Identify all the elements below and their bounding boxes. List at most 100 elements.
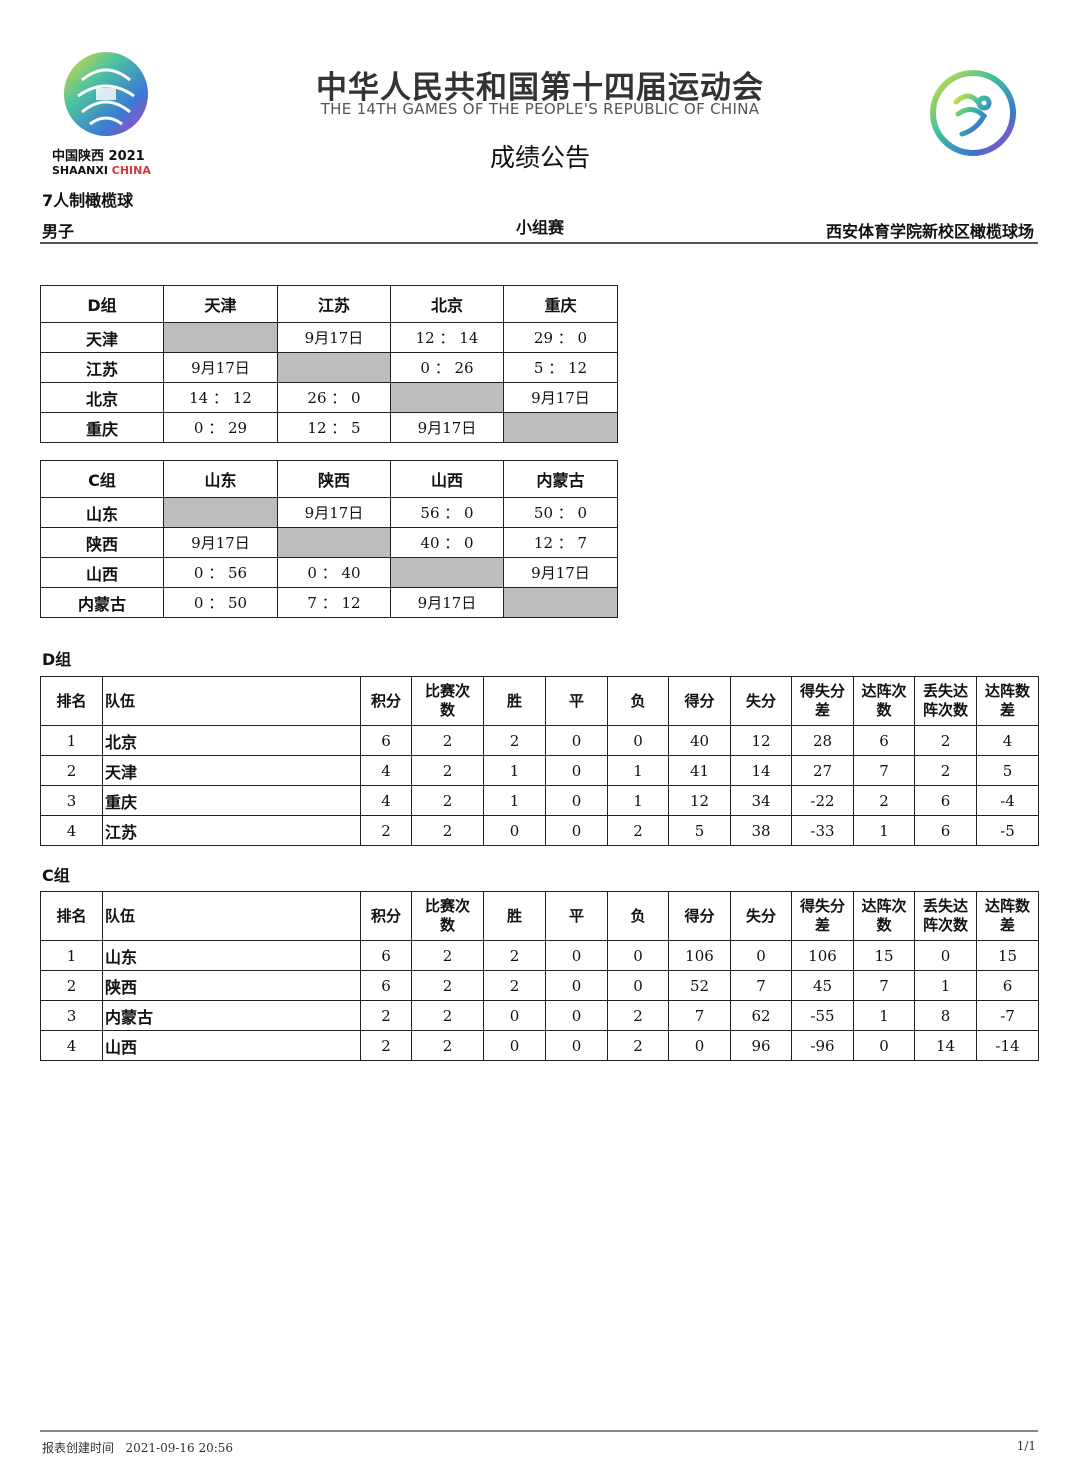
standings-header-cell: 丢失达阵次数 — [914, 891, 977, 941]
created-label: 报表创建时间 — [42, 1441, 115, 1455]
stat-cell: 6 — [360, 940, 412, 971]
stat-cell: 1 — [607, 755, 669, 786]
matrix-team-cell: 重庆 — [40, 412, 164, 443]
stat-cell: 6 — [914, 785, 977, 816]
stat-cell: -55 — [791, 1000, 854, 1031]
matrix-row: 北京 14 ： 12 26 ： 0 9月17日 — [40, 382, 618, 413]
standings-header-cell: 比赛次数 — [411, 891, 484, 941]
phase-label: 小组赛 — [515, 218, 564, 237]
matrix-result-cell: 26 ： 0 — [277, 382, 391, 413]
stat-cell: 0 — [545, 785, 608, 816]
stat-cell: 0 — [483, 1030, 546, 1061]
matrix-result-cell: 0 ： 40 — [277, 557, 391, 588]
stat-cell: 38 — [730, 815, 792, 846]
stat-cell: 4 — [360, 785, 412, 816]
rugby-pictogram-logo — [928, 68, 1018, 158]
footer-divider — [40, 1430, 1038, 1432]
stat-cell: -4 — [976, 785, 1039, 816]
stat-cell: 6 — [360, 970, 412, 1001]
standings-header-cell: 达阵数差 — [976, 891, 1039, 941]
stat-cell: 6 — [976, 970, 1039, 1001]
gender-label: 男子 — [42, 222, 75, 241]
stat-cell: 6 — [914, 815, 977, 846]
matrix-result-cell: 5 ： 12 — [503, 352, 618, 383]
rank-cell: 1 — [40, 725, 103, 756]
standings-header-cell: 达阵次数 — [853, 676, 915, 726]
team-name-cell: 重庆 — [102, 785, 361, 816]
matrix-result-cell: 9月17日 — [390, 587, 504, 618]
stat-cell: 0 — [545, 1000, 608, 1031]
stat-cell: 1 — [853, 815, 915, 846]
stat-cell: 1 — [483, 755, 546, 786]
standings-header-cell: 排名 — [40, 676, 103, 726]
stat-cell: 2 — [483, 725, 546, 756]
venue-label: 西安体育学院新校区橄榄球场 — [825, 222, 1034, 241]
matrix-result-cell: 0 ： 26 — [390, 352, 504, 383]
stat-cell: 0 — [545, 970, 608, 1001]
standings-header-cell: 队伍 — [102, 891, 361, 941]
matrix-result-cell: 9月17日 — [390, 412, 504, 443]
stat-cell: -96 — [791, 1030, 854, 1061]
stat-cell: -22 — [791, 785, 854, 816]
stat-cell: 0 — [853, 1030, 915, 1061]
matrix-team-cell: 江苏 — [40, 352, 164, 383]
emblem-caption: 中国陕西 2021 SHAANXI CHINA — [52, 150, 151, 178]
stat-cell: 8 — [914, 1000, 977, 1031]
matrix-row: 内蒙古 0 ： 50 7 ： 12 9月17日 — [40, 587, 618, 618]
matrix-result-cell: 56 ： 0 — [390, 497, 504, 528]
report-created: 报表创建时间 2021-09-16 20:56 — [42, 1439, 233, 1456]
standings-header-cell: 队伍 — [102, 676, 361, 726]
matrix-result-cell: 7 ： 12 — [277, 587, 391, 618]
stat-cell: 0 — [545, 725, 608, 756]
standings-header-row: 排名 队伍 积分 比赛次数胜平负得分 失分 得失分差 达阵次数 丢失达阵次数 达阵数差 — [40, 891, 1039, 941]
stat-cell: 15 — [976, 940, 1039, 971]
stat-cell: 2 — [360, 1030, 412, 1061]
stat-cell: 14 — [914, 1030, 977, 1061]
stat-cell: 0 — [545, 755, 608, 786]
standings-header-cell: 失分 — [730, 676, 792, 726]
stat-cell: 0 — [483, 1000, 546, 1031]
stat-cell: 0 — [607, 940, 669, 971]
group-d-heading: D组 — [42, 650, 72, 669]
stat-cell: 28 — [791, 725, 854, 756]
matrix-self-cell — [277, 352, 391, 383]
matrix-row: 陕西 9月17日 40 ： 0 12 ： 7 — [40, 527, 618, 558]
stat-cell: 2 — [914, 755, 977, 786]
stat-cell: 0 — [668, 1030, 731, 1061]
matrix-result-cell: 12 ： 14 — [390, 322, 504, 353]
team-name-cell: 江苏 — [102, 815, 361, 846]
matrix-result-cell: 14 ： 12 — [163, 382, 278, 413]
matrix-result-cell: 12 ： 7 — [503, 527, 618, 558]
standings-header-cell: 负 — [607, 676, 669, 726]
standings-header-cell: 平 — [545, 891, 608, 941]
matrix-header-cell: C组 — [40, 460, 164, 498]
stat-cell: 0 — [545, 940, 608, 971]
matrix-result-cell: 9月17日 — [277, 497, 391, 528]
matrix-result-cell: 9月17日 — [503, 382, 618, 413]
stat-cell: 1 — [607, 785, 669, 816]
stat-cell: 40 — [668, 725, 731, 756]
rank-cell: 4 — [40, 1030, 103, 1061]
standings-row: 3 内蒙古 2 2 0 0 2 7 62 -55 1 8 -7 — [40, 1000, 1039, 1031]
sport-label: 7人制橄榄球 — [42, 191, 134, 210]
standings-header-cell: 积分 — [360, 676, 412, 726]
standings-header-cell: 得分 — [668, 676, 731, 726]
created-time: 2021-09-16 20:56 — [125, 1441, 234, 1455]
matrix-row: 天津 9月17日 12 ： 14 29 ： 0 — [40, 322, 618, 353]
rank-cell: 1 — [40, 940, 103, 971]
matrix-self-cell — [163, 322, 278, 353]
stat-cell: 1 — [914, 970, 977, 1001]
standings-header-cell: 得分 — [668, 891, 731, 941]
stat-cell: 4 — [976, 725, 1039, 756]
standings-header-cell: 失分 — [730, 891, 792, 941]
matrix-team-cell: 北京 — [40, 382, 164, 413]
matrix-team-cell: 内蒙古 — [40, 587, 164, 618]
matrix-header-cell: 山东 — [163, 460, 278, 498]
rank-cell: 4 — [40, 815, 103, 846]
stat-cell: -33 — [791, 815, 854, 846]
stat-cell: 2 — [483, 970, 546, 1001]
group-c-heading: C组 — [42, 866, 70, 885]
stat-cell: 0 — [607, 725, 669, 756]
stat-cell: 2 — [411, 1000, 484, 1031]
stat-cell: 1 — [483, 785, 546, 816]
